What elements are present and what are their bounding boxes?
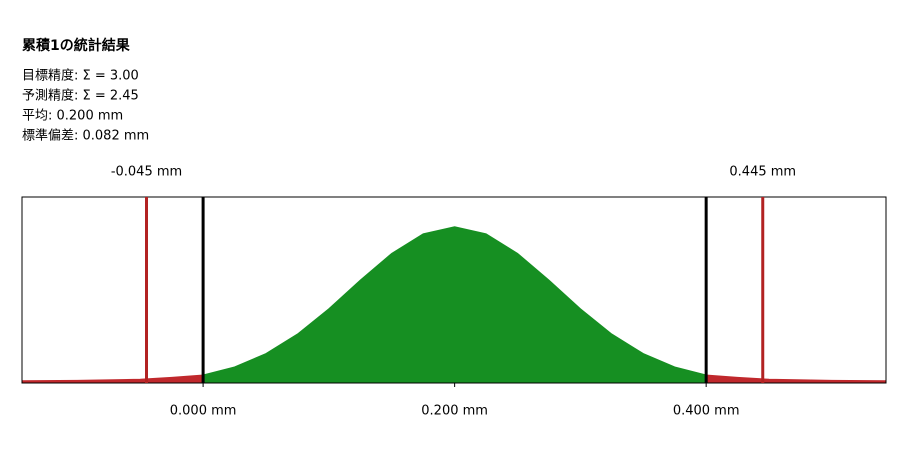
distribution-area [202,226,707,384]
info-line: 目標精度: Σ = 3.00 [22,68,139,84]
plot-frame [21,196,887,384]
distribution-area [705,374,887,384]
marker-label: -0.045 mm [111,165,182,180]
info-line: 平均: 0.200 mm [22,109,123,124]
chart-title: 累積1の統計結果 [22,37,131,54]
x-tick-label: 0.000 mm [170,404,237,419]
marker-label: 0.445 mm [729,165,796,180]
info-line: 予測精度: Σ = 2.45 [22,88,139,104]
distribution-area [21,374,204,384]
info-line: 標準偏差: 0.082 mm [22,128,149,144]
x-tick-label: 0.400 mm [673,404,740,419]
x-tick-label: 0.200 mm [421,404,488,419]
